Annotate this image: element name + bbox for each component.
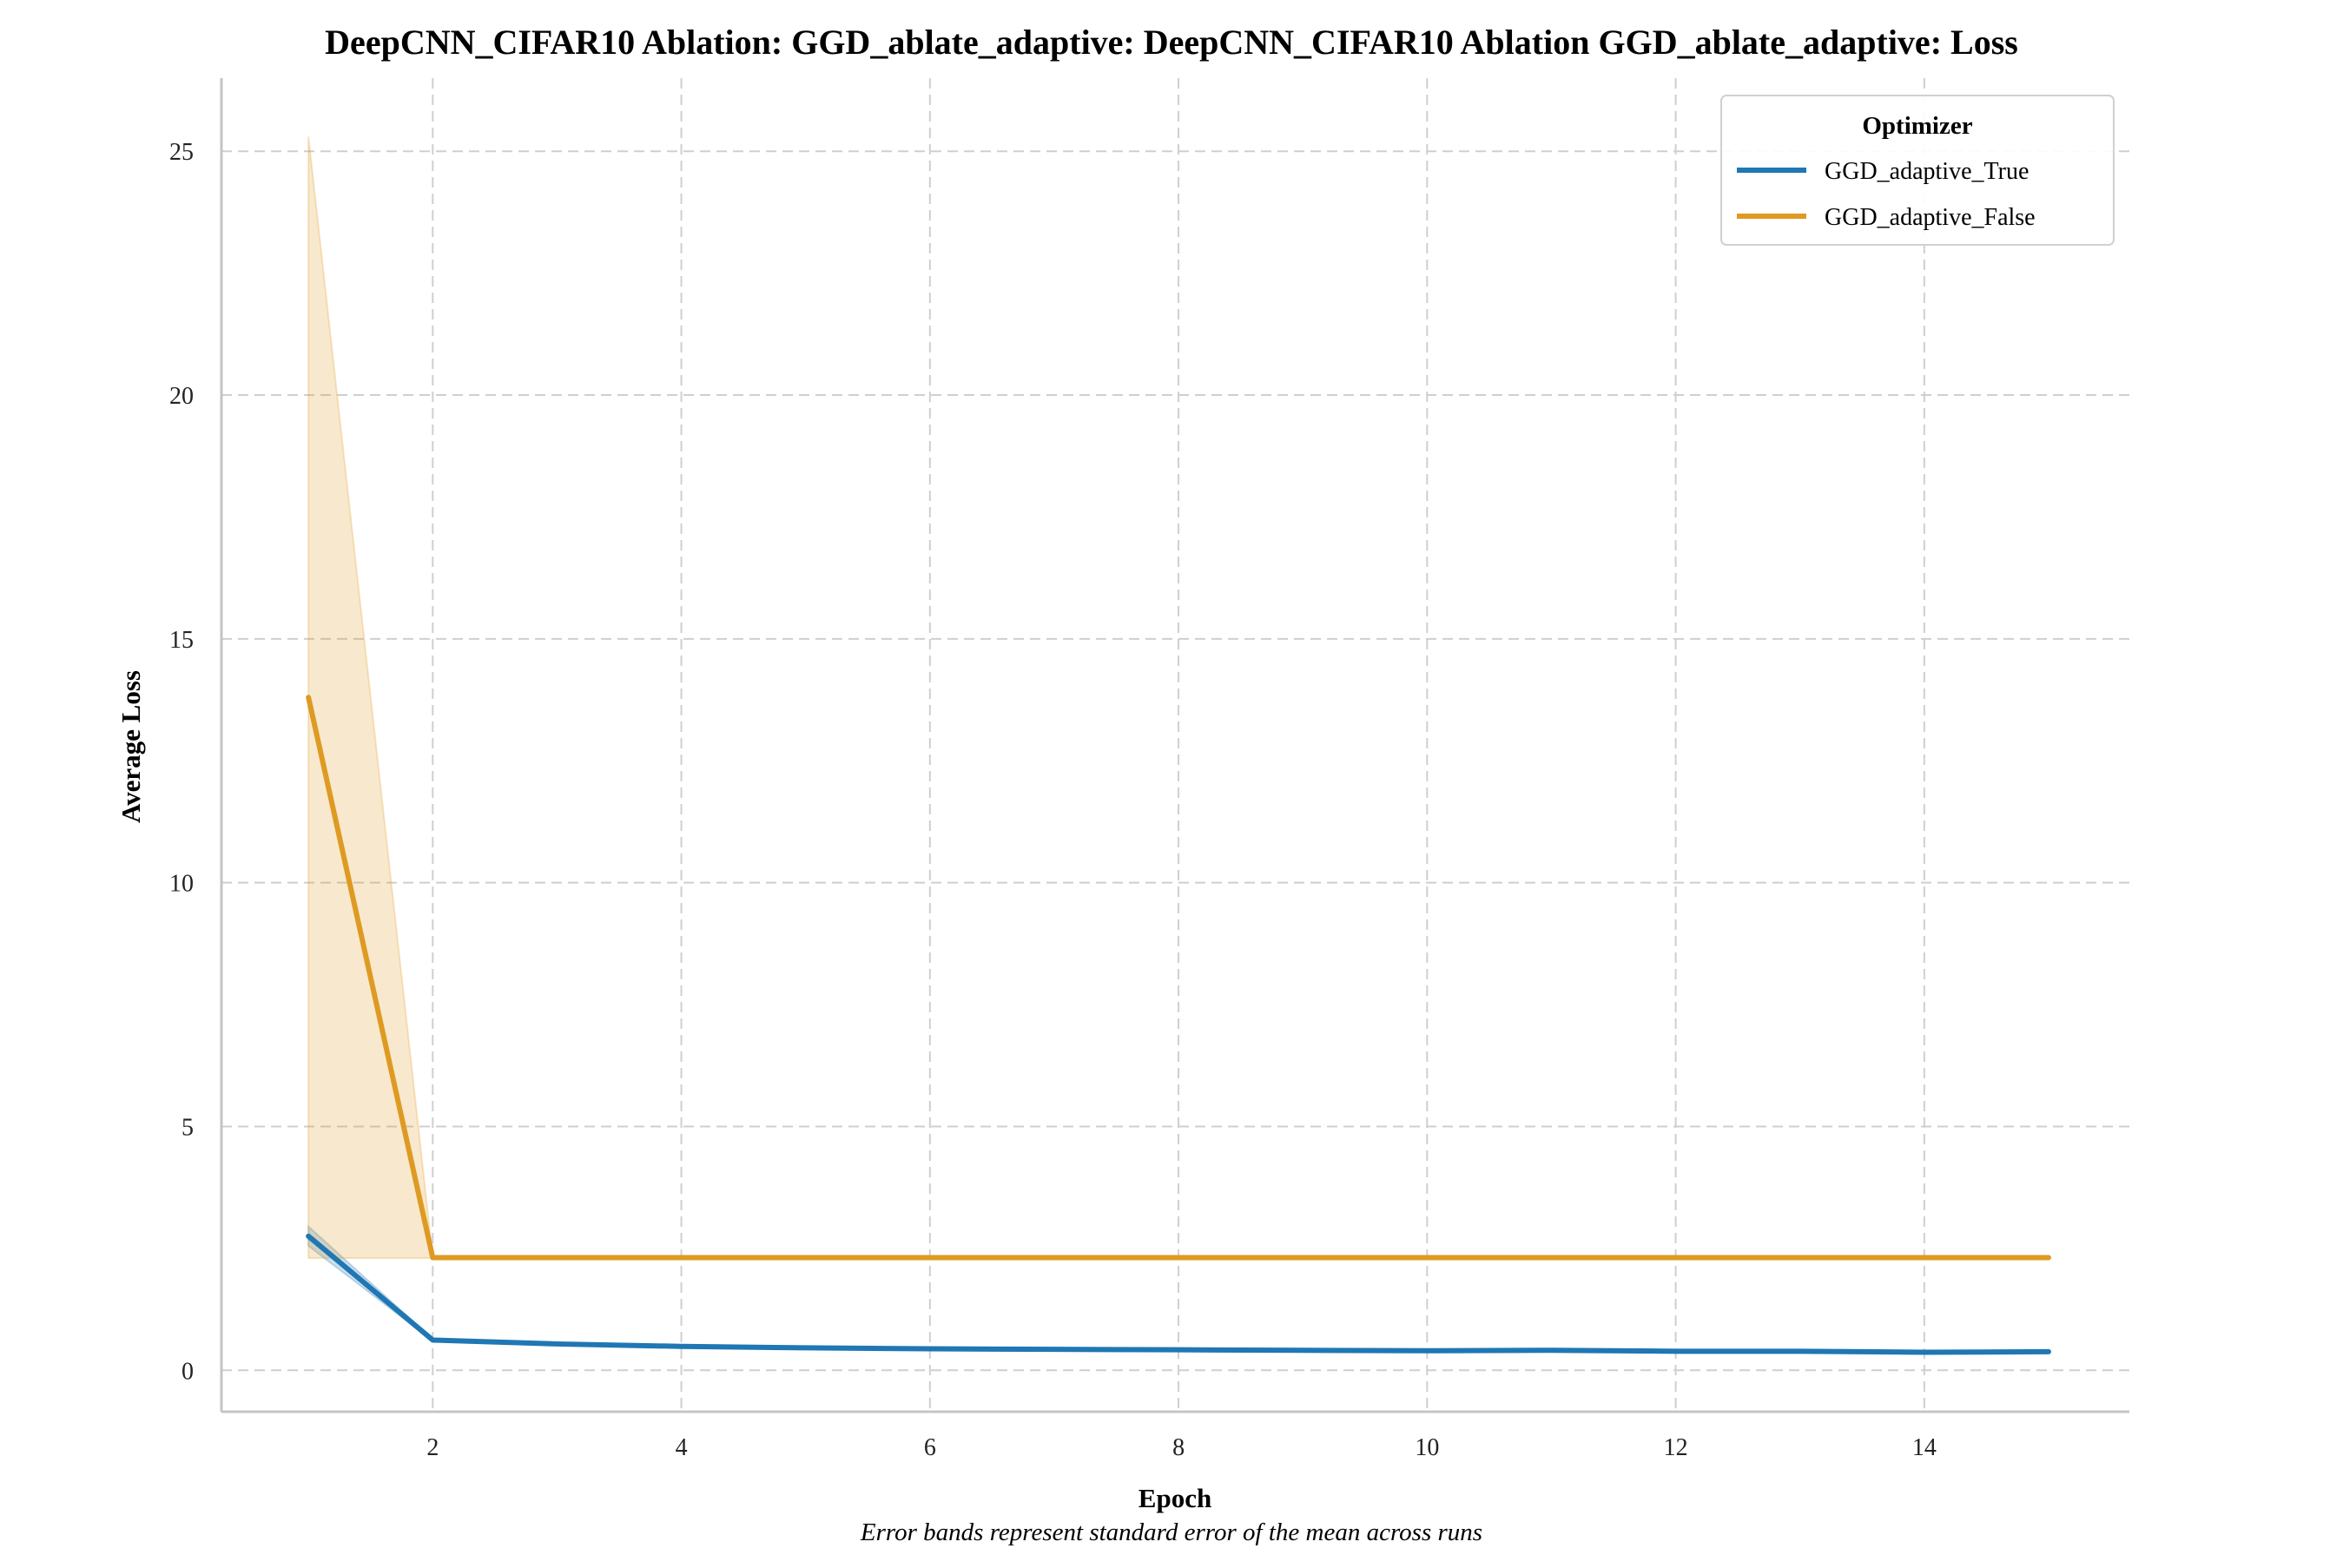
x-tick-labels: 2 4 6 8 10 12 14 [426, 1434, 1937, 1461]
x-tick-label: 14 [1912, 1434, 1937, 1461]
x-tick-label: 8 [1172, 1434, 1185, 1461]
x-tick-label: 4 [676, 1434, 688, 1461]
y-tick-labels: 0 5 10 15 20 25 [169, 139, 194, 1385]
series-line-adaptive-false [306, 695, 2051, 1261]
legend: Optimizer GGD_adaptive_True GGD_adaptive… [1720, 95, 2115, 246]
legend-label-adaptive-true: GGD_adaptive_True [1825, 158, 2029, 185]
y-tick-label: 5 [182, 1114, 194, 1141]
x-tick-label: 12 [1664, 1434, 1688, 1461]
x-tick-label: 6 [924, 1434, 936, 1461]
series-line-adaptive-true [306, 1233, 2051, 1355]
x-tick-label: 10 [1415, 1434, 1439, 1461]
y-axis-label: Average Loss [116, 670, 146, 823]
legend-title: Optimizer [1862, 112, 1972, 140]
y-tick-label: 20 [169, 383, 194, 410]
grid [221, 78, 2129, 1412]
chart-caption: Error bands represent standard error of … [860, 1519, 1482, 1546]
legend-box [1720, 95, 2115, 246]
legend-label-adaptive-false: GGD_adaptive_False [1825, 204, 2036, 231]
y-tick-label: 10 [169, 871, 194, 898]
y-tick-label: 0 [182, 1358, 194, 1385]
series-lines [306, 695, 2051, 1355]
axes [220, 78, 2129, 1413]
chart-title: DeepCNN_CIFAR10 Ablation: GGD_ablate_ada… [325, 23, 2018, 62]
y-tick-label: 15 [169, 627, 194, 654]
y-tick-label: 25 [169, 139, 194, 166]
x-tick-label: 2 [426, 1434, 439, 1461]
x-axis-label: Epoch [1138, 1483, 1211, 1513]
